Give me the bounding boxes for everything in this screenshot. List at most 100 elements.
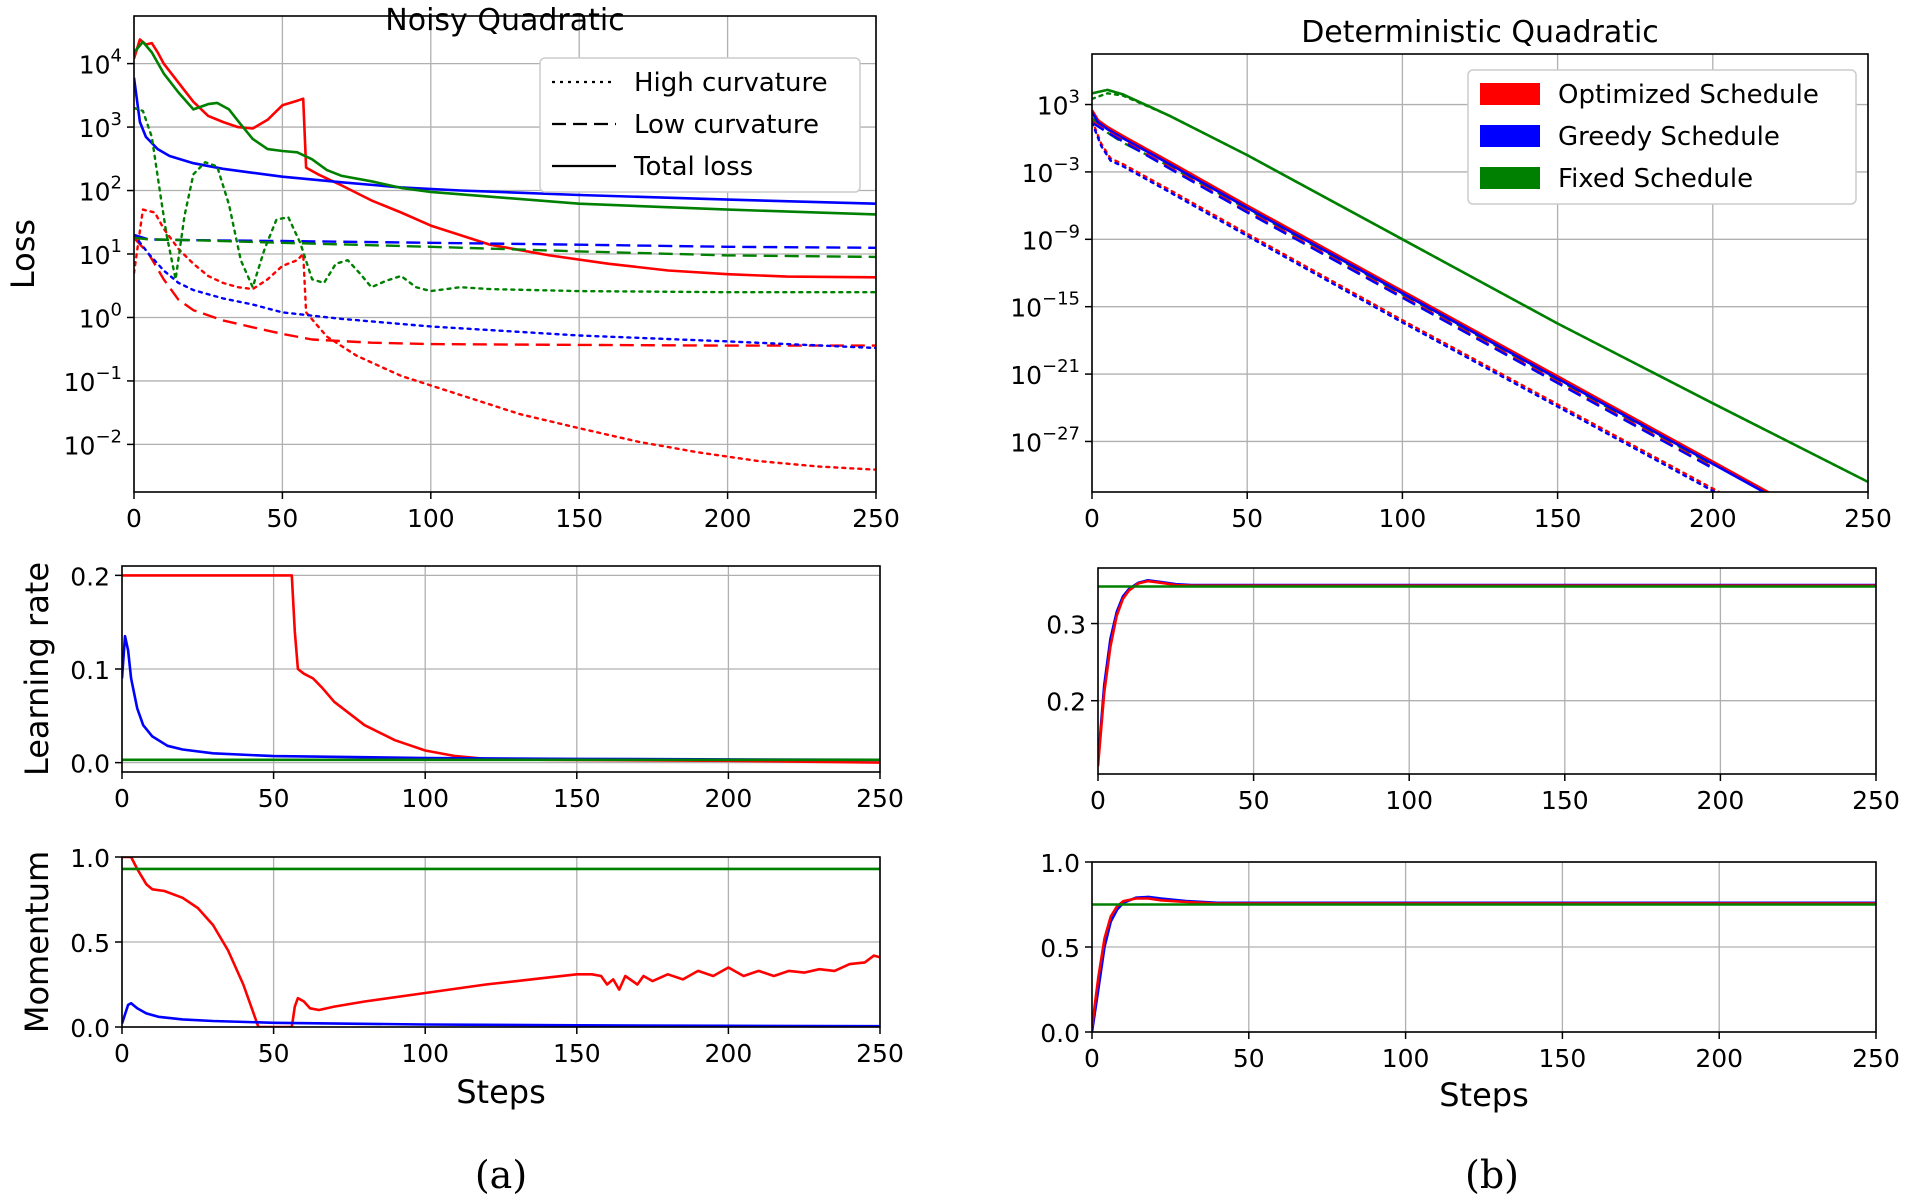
x-tick-label: 0 (1090, 786, 1106, 815)
y-tick-label: 103 (1037, 87, 1080, 121)
series-line-optimized-dotted (1092, 119, 1722, 492)
y-tick-label: 0.3 (1046, 611, 1086, 640)
legend-label: Greedy Schedule (1558, 122, 1780, 152)
x-tick-label: 0 (1084, 504, 1100, 533)
y-tick-label: 0.0 (1040, 1019, 1080, 1048)
x-tick-label: 50 (1233, 1044, 1265, 1073)
panel-b-mom: 0 50 100 150 200 250 0.0 0.5 1.0 Steps (1040, 849, 1900, 1114)
chart-title: Noisy Quadratic (385, 3, 624, 38)
panel-a-lr: 0 50 100 150 200 250 0.0 0.1 0.2 Learning rate (18, 562, 904, 813)
y-tick-label: 10−27 (1010, 423, 1080, 457)
y-tick-label: 10−2 (64, 426, 122, 460)
x-tick-label: 50 (258, 784, 290, 813)
x-tick-label: 200 (1695, 1044, 1743, 1073)
legend-label: Low curvature (634, 110, 819, 140)
series-line-fixed-dashed (134, 236, 876, 259)
y-axis-label: Loss (4, 219, 42, 289)
y-tick-label: 0.0 (70, 750, 110, 779)
y-tick-label: 10−9 (1022, 221, 1080, 255)
y-tick-label: 0.2 (70, 562, 110, 591)
y-tick-label: 1.0 (1040, 849, 1080, 878)
series-line-greedy-dotted (134, 233, 876, 350)
x-tick-label: 250 (852, 504, 900, 533)
x-tick-label: 50 (266, 504, 298, 533)
figure-caption-a: (a) (475, 1153, 527, 1197)
panel-a-mom: 0 50 100 150 200 250 0.0 0.5 1.0 Momentum Steps (18, 844, 904, 1111)
x-tick-label: 200 (1697, 786, 1745, 815)
series-line-greedy-dotted (1092, 121, 1718, 492)
panel-b-loss: 0 50 100 150 200 250 103 10−3 10−9 10−15 10−21 10−2… (1010, 15, 1892, 533)
y-tick-label: 0.5 (70, 929, 110, 958)
x-tick-label: 150 (1534, 504, 1582, 533)
x-tick-label: 100 (401, 1039, 449, 1068)
x-tick-label: 100 (1382, 1044, 1430, 1073)
x-tick-label: 0 (1084, 1044, 1100, 1073)
x-tick-label: 0 (126, 504, 142, 533)
x-tick-label: 250 (1852, 786, 1900, 815)
plot-frame (1097, 567, 1877, 775)
series-line-greedy-solid (122, 634, 880, 762)
legend-swatch-greedy (1480, 125, 1540, 147)
y-tick-label: 103 (79, 109, 122, 143)
x-tick-label: 250 (1852, 1044, 1900, 1073)
y-tick-label: 1.0 (70, 844, 110, 873)
y-tick-label: 10−3 (1022, 154, 1080, 188)
series-line-greedy-solid (122, 1001, 880, 1027)
x-tick-label: 50 (258, 1039, 290, 1068)
y-tick-label: 0.5 (1040, 934, 1080, 963)
series-line-optimized-dashed (134, 236, 876, 347)
x-tick-label: 200 (705, 1039, 753, 1068)
series-line-optimized-dotted (134, 208, 876, 471)
x-tick-label: 200 (1689, 504, 1737, 533)
legend-label: Optimized Schedule (1558, 80, 1819, 110)
x-tick-label: 150 (1541, 786, 1589, 815)
legend-swatch-optimized (1480, 83, 1540, 105)
series-line-optimized-solid (122, 857, 880, 1027)
panel-a-loss: 0 50 100 150 200 250 104 103 102 101 100 10−1 10−2 No… (4, 3, 900, 533)
series-line-fixed-solid (134, 40, 876, 216)
x-tick-label: 200 (705, 784, 753, 813)
series-line-greedy-solid (1092, 895, 1876, 1032)
x-tick-label: 0 (114, 784, 130, 813)
series-line-optimized-solid (1098, 579, 1876, 767)
series-line-greedy-solid (1098, 578, 1876, 763)
x-axis-label: Steps (1439, 1076, 1529, 1114)
legend-box (1467, 69, 1857, 205)
series-line-greedy-solid (1092, 111, 1767, 492)
y-tick-label: 0.2 (1046, 688, 1086, 717)
x-tick-label: 0 (114, 1039, 130, 1068)
y-tick-label: 104 (79, 46, 122, 80)
y-tick-label: 101 (79, 236, 122, 270)
x-tick-label: 100 (1379, 504, 1427, 533)
x-tick-label: 250 (856, 784, 904, 813)
x-tick-label: 200 (704, 504, 752, 533)
figure-caption-b: (b) (1465, 1153, 1519, 1197)
y-tick-label: 10−1 (64, 363, 122, 397)
legend-box (539, 57, 861, 193)
x-tick-label: 250 (1844, 504, 1892, 533)
legend-label: Fixed Schedule (1558, 164, 1753, 194)
x-tick-label: 100 (401, 784, 449, 813)
series-line-optimized-solid (134, 38, 876, 279)
y-tick-label: 0.0 (70, 1014, 110, 1043)
plot-frame (1091, 53, 1869, 493)
x-tick-label: 150 (555, 504, 603, 533)
series-line-fixed-dotted (1092, 92, 1868, 484)
series-line-greedy-solid (134, 77, 876, 205)
series-line-optimized-solid (1092, 109, 1771, 492)
series-line-fixed-dotted (134, 106, 876, 294)
series-line-greedy-dashed (1092, 121, 1714, 470)
x-tick-label: 100 (1385, 786, 1433, 815)
y-tick-label: 100 (79, 299, 122, 333)
x-tick-label: 50 (1231, 504, 1263, 533)
x-tick-label: 150 (1539, 1044, 1587, 1073)
x-tick-label: 250 (856, 1039, 904, 1068)
x-tick-label: 100 (407, 504, 455, 533)
y-axis-label: Learning rate (18, 562, 56, 776)
y-tick-label: 10−21 (1010, 356, 1080, 390)
y-tick-label: 102 (79, 173, 122, 207)
legend-label: High curvature (634, 68, 828, 98)
series-line-optimized-solid (1092, 897, 1876, 1028)
legend-label: Total loss (633, 152, 753, 182)
